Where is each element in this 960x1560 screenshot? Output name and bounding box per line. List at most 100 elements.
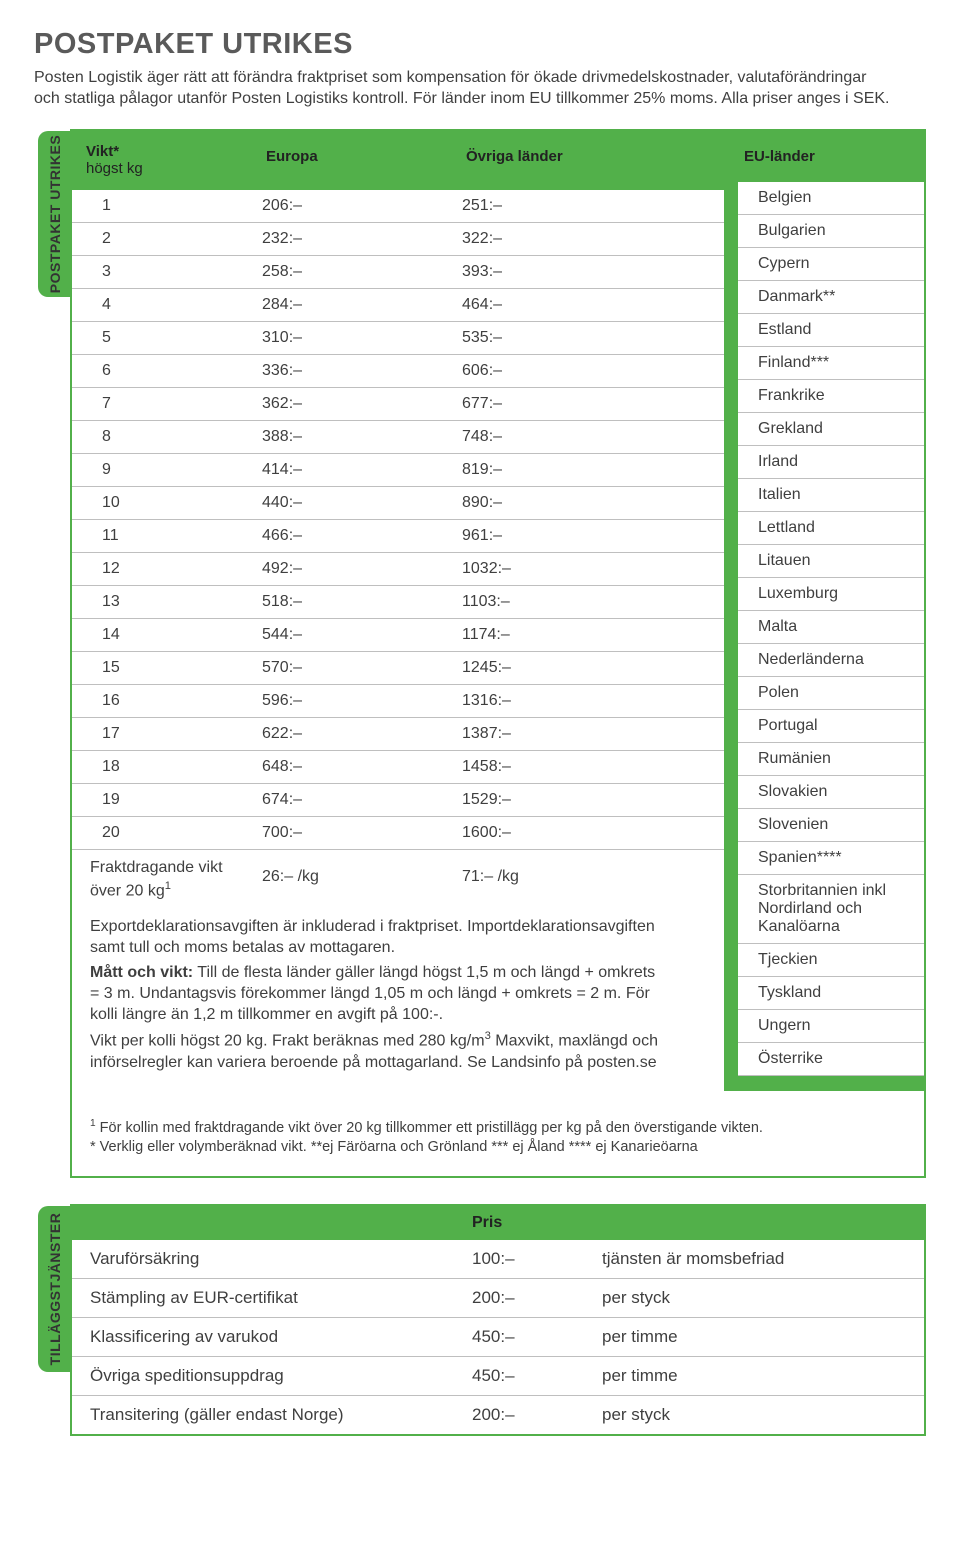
service-name: Övriga speditionsuppdrag [72, 1366, 472, 1386]
table-row: 11 466:– 961:– [72, 520, 724, 553]
table-row: 20 700:– 1600:– [72, 817, 724, 850]
service-name: Transitering (gäller endast Norge) [72, 1405, 472, 1425]
cell-ovriga: 1600:– [452, 817, 724, 849]
cell-ovriga: 961:– [452, 520, 724, 552]
cell-weight: 8 [72, 421, 252, 453]
cell-europa: 258:– [252, 256, 452, 288]
cell-weight: 4 [72, 289, 252, 321]
table-row: 1 206:– 251:– [72, 190, 724, 223]
cell-weight: 15 [72, 652, 252, 684]
cell-ovriga: 1529:– [452, 784, 724, 816]
service-name: Klassificering av varukod [72, 1327, 472, 1347]
frakt-ovriga: 71:– /kg [452, 858, 724, 902]
side-label-services-text: TILLÄGGSTJÄNSTER [47, 1212, 63, 1365]
footnote-1-text: För kollin med fraktdragande vikt över 2… [96, 1120, 763, 1136]
cell-weight: 16 [72, 685, 252, 717]
services-rows: Varuförsäkring 100:– tjänsten är momsbef… [72, 1240, 924, 1434]
table-row: 19 674:– 1529:– [72, 784, 724, 817]
note-p1: Exportdeklarationsavgiften är inkluderad… [90, 916, 664, 958]
footnotes: 1 För kollin med fraktdragande vikt över… [72, 1091, 924, 1176]
eu-country-item: Lettland [738, 512, 924, 545]
page-title: POSTPAKET UTRIKES [34, 28, 926, 61]
services-header: Pris [72, 1206, 924, 1240]
eu-country-item: Estland [738, 314, 924, 347]
cell-ovriga: 819:– [452, 454, 724, 486]
eu-country-item: Cypern [738, 248, 924, 281]
tillaggstjanster-block: TILLÄGGSTJÄNSTER Pris Varuförsäkring 100… [70, 1204, 926, 1436]
side-label-main: POSTPAKET UTRIKES [38, 131, 72, 297]
cell-weight: 9 [72, 454, 252, 486]
header-vikt-l1: Vikt* [86, 143, 242, 160]
header-ovriga: Övriga länder [452, 131, 724, 190]
eu-countries-list: BelgienBulgarienCypernDanmark**EstlandFi… [738, 182, 924, 1076]
eu-country-item: Spanien**** [738, 842, 924, 875]
cell-europa: 232:– [252, 223, 452, 255]
eu-country-item: Slovenien [738, 809, 924, 842]
header-vikt: Vikt* högst kg [72, 131, 252, 190]
header-vikt-l2: högst kg [86, 160, 242, 177]
cell-europa: 700:– [252, 817, 452, 849]
table-row: 10 440:– 890:– [72, 487, 724, 520]
cell-europa: 544:– [252, 619, 452, 651]
cell-weight: 7 [72, 388, 252, 420]
frakt-europa: 26:– /kg [252, 858, 452, 902]
eu-header: EU-länder [724, 131, 924, 182]
eu-country-item: Ungern [738, 1010, 924, 1043]
table-row: 3 258:– 393:– [72, 256, 724, 289]
service-note: tjänsten är momsbefriad [602, 1249, 924, 1269]
table-row: 12 492:– 1032:– [72, 553, 724, 586]
table-row: 14 544:– 1174:– [72, 619, 724, 652]
service-note: per styck [602, 1288, 924, 1308]
footnote-2: * Verklig eller volymberäknad vikt. **ej… [90, 1138, 906, 1158]
cell-weight: 13 [72, 586, 252, 618]
eu-country-item: Storbritannien inkl Nordirland och Kanal… [738, 875, 924, 944]
eu-country-item: Litauen [738, 545, 924, 578]
cell-ovriga: 322:– [452, 223, 724, 255]
cell-europa: 310:– [252, 322, 452, 354]
cell-ovriga: 1174:– [452, 619, 724, 651]
cell-ovriga: 1245:– [452, 652, 724, 684]
cell-europa: 388:– [252, 421, 452, 453]
service-price: 100:– [472, 1249, 602, 1269]
cell-weight: 14 [72, 619, 252, 651]
cell-europa: 518:– [252, 586, 452, 618]
side-label-services: TILLÄGGSTJÄNSTER [38, 1206, 72, 1372]
cell-weight: 10 [72, 487, 252, 519]
service-row: Transitering (gäller endast Norge) 200:–… [72, 1396, 924, 1434]
table-row: 4 284:– 464:– [72, 289, 724, 322]
cell-ovriga: 1316:– [452, 685, 724, 717]
frakt-label-sup: 1 [165, 880, 171, 892]
cell-europa: 492:– [252, 553, 452, 585]
eu-country-item: Bulgarien [738, 215, 924, 248]
cell-weight: 17 [72, 718, 252, 750]
table-row: 7 362:– 677:– [72, 388, 724, 421]
service-note: per timme [602, 1327, 924, 1347]
service-row: Klassificering av varukod 450:– per timm… [72, 1318, 924, 1357]
service-note: per timme [602, 1366, 924, 1386]
note-p2-bold: Mått och vikt: [90, 964, 193, 981]
eu-country-item: Malta [738, 611, 924, 644]
eu-country-item: Belgien [738, 182, 924, 215]
cell-europa: 440:– [252, 487, 452, 519]
table-row: 13 518:– 1103:– [72, 586, 724, 619]
service-row: Stämpling av EUR-certifikat 200:– per st… [72, 1279, 924, 1318]
service-row: Varuförsäkring 100:– tjänsten är momsbef… [72, 1240, 924, 1279]
main-table: Vikt* högst kg Europa Övriga länder 1 20… [72, 131, 924, 1091]
table-row: 16 596:– 1316:– [72, 685, 724, 718]
table-row: 9 414:– 819:– [72, 454, 724, 487]
table-row: 17 622:– 1387:– [72, 718, 724, 751]
eu-country-item: Nederländerna [738, 644, 924, 677]
eu-country-item: Österrike [738, 1043, 924, 1076]
cell-weight: 12 [72, 553, 252, 585]
cell-weight: 2 [72, 223, 252, 255]
cell-europa: 596:– [252, 685, 452, 717]
cell-weight: 1 [72, 190, 252, 222]
table-row: 18 648:– 1458:– [72, 751, 724, 784]
service-price: 200:– [472, 1405, 602, 1425]
cell-weight: 11 [72, 520, 252, 552]
cell-ovriga: 393:– [452, 256, 724, 288]
service-note: per styck [602, 1405, 924, 1425]
frakt-label: Fraktdragande vikt över 20 kg1 [72, 858, 252, 902]
eu-country-item: Polen [738, 677, 924, 710]
cell-ovriga: 677:– [452, 388, 724, 420]
